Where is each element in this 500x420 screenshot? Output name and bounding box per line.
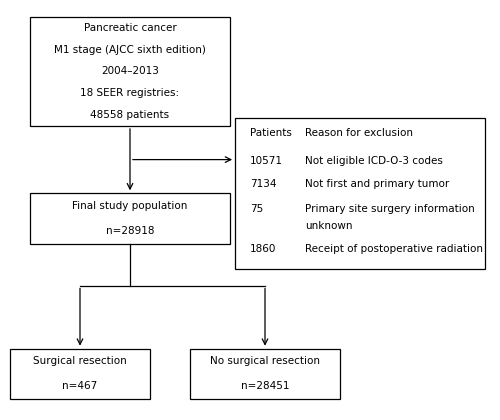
Text: Reason for exclusion: Reason for exclusion <box>305 128 413 138</box>
Text: n=28451: n=28451 <box>241 381 289 391</box>
Text: No surgical resection: No surgical resection <box>210 356 320 366</box>
Text: Pancreatic cancer: Pancreatic cancer <box>84 23 176 33</box>
Text: n=467: n=467 <box>62 381 98 391</box>
Text: 18 SEER registries:: 18 SEER registries: <box>80 88 180 98</box>
FancyBboxPatch shape <box>10 349 150 399</box>
Text: unknown: unknown <box>305 220 352 231</box>
Text: Not eligible ICD-O-3 codes: Not eligible ICD-O-3 codes <box>305 156 443 166</box>
Text: 48558 patients: 48558 patients <box>90 110 170 120</box>
Text: Primary site surgery information: Primary site surgery information <box>305 204 475 214</box>
Text: 1860: 1860 <box>250 244 276 254</box>
Text: n=28918: n=28918 <box>106 226 154 236</box>
Text: 2004–2013: 2004–2013 <box>101 66 159 76</box>
Text: M1 stage (AJCC sixth edition): M1 stage (AJCC sixth edition) <box>54 45 206 55</box>
Text: 75: 75 <box>250 204 263 214</box>
Text: 10571: 10571 <box>250 156 283 166</box>
Text: 7134: 7134 <box>250 178 276 189</box>
Text: Not first and primary tumor: Not first and primary tumor <box>305 178 449 189</box>
FancyBboxPatch shape <box>30 193 230 244</box>
FancyBboxPatch shape <box>30 17 230 126</box>
Text: Receipt of postoperative radiation: Receipt of postoperative radiation <box>305 244 483 254</box>
Text: Final study population: Final study population <box>72 201 188 211</box>
Text: Patients: Patients <box>250 128 292 138</box>
FancyBboxPatch shape <box>235 118 485 269</box>
Text: Surgical resection: Surgical resection <box>33 356 127 366</box>
FancyBboxPatch shape <box>190 349 340 399</box>
